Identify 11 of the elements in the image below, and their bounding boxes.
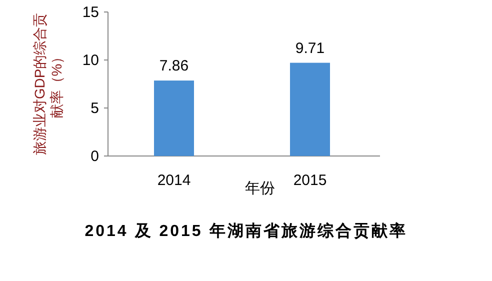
y-tick-label: 0 (90, 148, 99, 165)
y-tick-label: 5 (90, 100, 99, 117)
data-label: 9.71 (295, 40, 325, 57)
y-tick-label: 15 (82, 4, 99, 21)
text: 2014 及 2015 年湖南省旅游综合贡献率 (84, 221, 408, 240)
y-axis-title: 旅游业对GDP的综合贡献率（%） (32, 12, 64, 156)
data-label: 7.86 (159, 58, 189, 75)
x-tick-label: 2014 (157, 172, 191, 189)
x-tick-label: 2015 (293, 172, 327, 189)
y-tick-label: 10 (82, 52, 99, 69)
x-axis-title: 年份 (245, 180, 275, 197)
